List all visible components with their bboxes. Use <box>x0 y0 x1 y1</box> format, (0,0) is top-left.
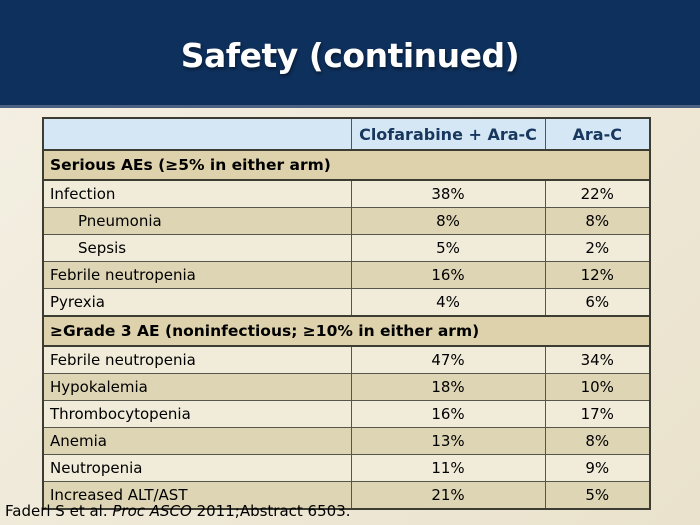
value-cell-arac: 12% <box>544 261 651 289</box>
value-cell-clofarabine-arac: 47% <box>350 345 546 374</box>
column-header-arac: Ara-C <box>544 117 651 151</box>
table-row: Pyrexia 4% 6% <box>42 288 651 317</box>
row-label-cell: Thrombocytopenia <box>42 400 352 428</box>
row-label-cell: Neutropenia <box>42 454 352 482</box>
table-body: Serious AEs (≥5% in either arm) Infection… <box>42 149 651 510</box>
value-cell-clofarabine-arac: 16% <box>350 400 546 428</box>
table-row: Pneumonia 8% 8% <box>42 207 651 235</box>
value-cell-clofarabine-arac: 5% <box>350 234 546 262</box>
section-header-row: ≥Grade 3 AE (noninfectious; ≥10% in eith… <box>42 315 651 347</box>
value-cell-arac: 10% <box>544 373 651 401</box>
column-header-empty <box>42 117 352 151</box>
section-header-cell: ≥Grade 3 AE (noninfectious; ≥10% in eith… <box>42 315 651 347</box>
table-row: Thrombocytopenia 16% 17% <box>42 400 651 428</box>
title-band: Safety (continued) <box>0 0 700 108</box>
column-header-row: Clofarabine + Ara-C Ara-C <box>42 117 651 151</box>
value-cell-arac: 9% <box>544 454 651 482</box>
value-cell-arac: 17% <box>544 400 651 428</box>
citation-authors: Faderl S et al. <box>5 502 113 520</box>
value-cell-clofarabine-arac: 16% <box>350 261 546 289</box>
row-label-cell: Anemia <box>42 427 352 455</box>
value-cell-clofarabine-arac: 21% <box>350 481 546 510</box>
table-row: Febrile neutropenia 47% 34% <box>42 345 651 374</box>
value-cell-clofarabine-arac: 18% <box>350 373 546 401</box>
value-cell-clofarabine-arac: 13% <box>350 427 546 455</box>
table-row: Anemia 13% 8% <box>42 427 651 455</box>
slide-title: Safety (continued) <box>180 36 520 75</box>
value-cell-arac: 22% <box>544 179 651 208</box>
value-cell-arac: 5% <box>544 481 651 510</box>
section-header-row: Serious AEs (≥5% in either arm) <box>42 149 651 181</box>
row-label-cell: Pyrexia <box>42 288 352 317</box>
value-cell-clofarabine-arac: 4% <box>350 288 546 317</box>
row-label-cell: Infection <box>42 179 352 208</box>
table-row: Hypokalemia 18% 10% <box>42 373 651 401</box>
value-cell-arac: 34% <box>544 345 651 374</box>
table-row: Sepsis 5% 2% <box>42 234 651 262</box>
table-row: Infection 38% 22% <box>42 179 651 208</box>
table-row: Increased ALT/AST 21% 5% <box>42 481 651 510</box>
citation: Faderl S et al. Proc ASCO 2011;Abstract … <box>5 502 351 520</box>
citation-rest: 2011;Abstract 6503. <box>191 502 351 520</box>
value-cell-arac: 2% <box>544 234 651 262</box>
value-cell-arac: 8% <box>544 427 651 455</box>
safety-table: Clofarabine + Ara-C Ara-C Serious AEs (≥… <box>42 117 651 510</box>
section-header-cell: Serious AEs (≥5% in either arm) <box>42 149 651 181</box>
row-label-cell: Sepsis <box>42 234 352 262</box>
row-label-cell: Increased ALT/AST <box>42 481 352 510</box>
value-cell-arac: 6% <box>544 288 651 317</box>
table-wrap: Clofarabine + Ara-C Ara-C Serious AEs (≥… <box>42 117 651 510</box>
value-cell-arac: 8% <box>544 207 651 235</box>
citation-journal: Proc ASCO <box>112 502 192 520</box>
table-row: Neutropenia 11% 9% <box>42 454 651 482</box>
row-label-cell: Febrile neutropenia <box>42 261 352 289</box>
value-cell-clofarabine-arac: 38% <box>350 179 546 208</box>
table-row: Febrile neutropenia 16% 12% <box>42 261 651 289</box>
column-header-clofarabine-arac: Clofarabine + Ara-C <box>350 117 546 151</box>
row-label-cell: Hypokalemia <box>42 373 352 401</box>
row-label-cell: Febrile neutropenia <box>42 345 352 374</box>
value-cell-clofarabine-arac: 8% <box>350 207 546 235</box>
row-label-cell: Pneumonia <box>42 207 352 235</box>
value-cell-clofarabine-arac: 11% <box>350 454 546 482</box>
